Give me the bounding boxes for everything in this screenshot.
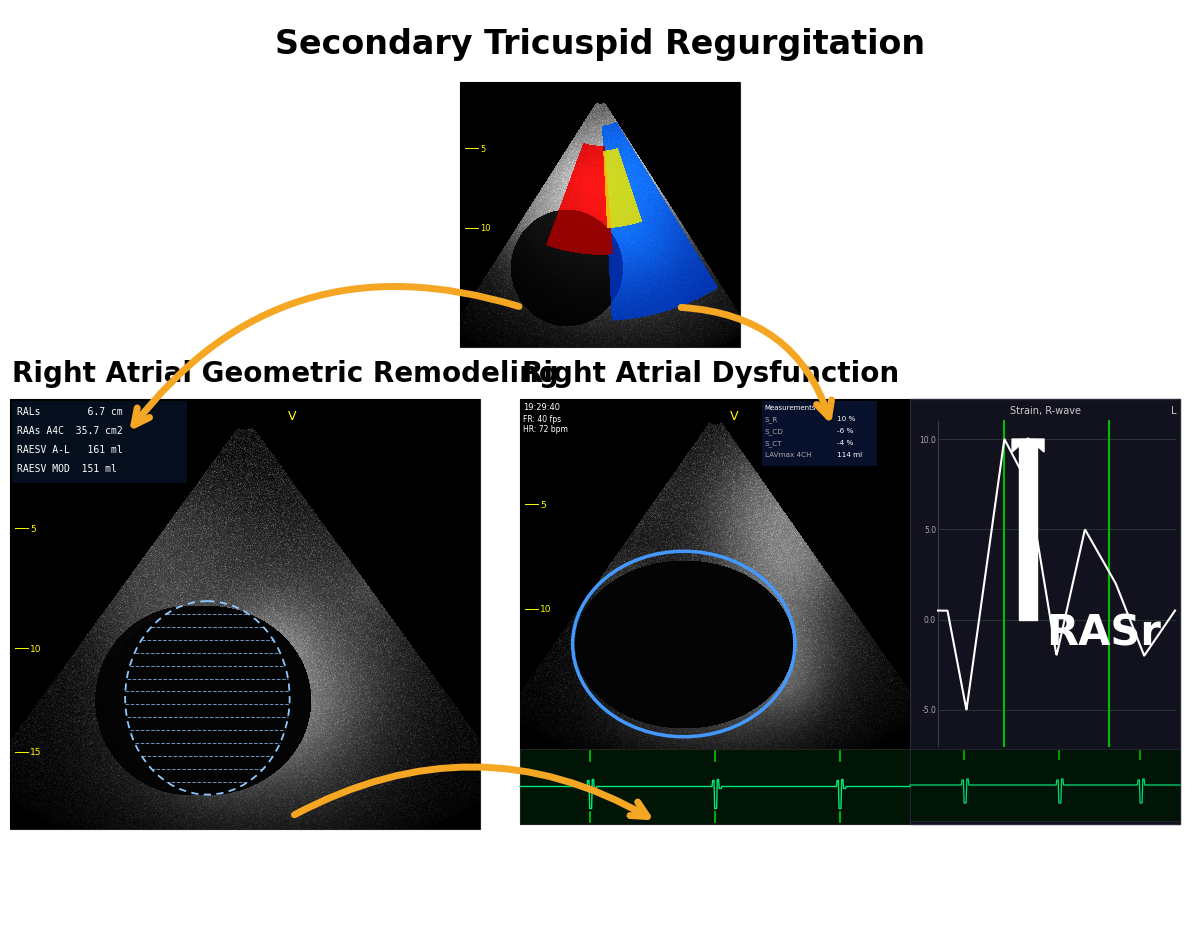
Text: HR: 72 bpm: HR: 72 bpm bbox=[523, 424, 568, 433]
Text: S_CT: S_CT bbox=[764, 440, 782, 446]
Text: 10: 10 bbox=[540, 605, 552, 613]
Text: RAAs A4C  35.7 cm2: RAAs A4C 35.7 cm2 bbox=[17, 426, 122, 435]
Bar bbox=[520, 400, 910, 749]
Text: RAESV A-L   161 ml: RAESV A-L 161 ml bbox=[17, 445, 122, 455]
Text: 10 %: 10 % bbox=[836, 416, 856, 421]
Text: 5.0: 5.0 bbox=[924, 525, 936, 535]
Text: S_CD: S_CD bbox=[764, 428, 784, 434]
Text: RASr: RASr bbox=[1046, 612, 1160, 654]
Text: RALs        6.7 cm: RALs 6.7 cm bbox=[17, 406, 122, 417]
Text: Strain, R-wave: Strain, R-wave bbox=[1009, 406, 1080, 416]
Text: 5: 5 bbox=[480, 145, 485, 154]
Text: -6 %: -6 % bbox=[836, 428, 853, 433]
Text: S_R: S_R bbox=[764, 416, 778, 422]
Text: 15: 15 bbox=[30, 747, 42, 756]
Text: 19:29:40: 19:29:40 bbox=[523, 403, 560, 411]
Bar bbox=[910, 400, 1180, 824]
Text: Right Atrial Geometric Remodeling: Right Atrial Geometric Remodeling bbox=[12, 360, 559, 388]
Text: 5: 5 bbox=[540, 500, 546, 509]
Text: L: L bbox=[1170, 406, 1176, 416]
Bar bbox=[12, 402, 187, 483]
Text: 10.0: 10.0 bbox=[919, 435, 936, 445]
Text: Measurements: Measurements bbox=[764, 405, 816, 410]
Text: -4 %: -4 % bbox=[836, 440, 853, 445]
Bar bbox=[10, 400, 480, 829]
Text: FR: 40 fps: FR: 40 fps bbox=[523, 415, 562, 423]
Bar bbox=[460, 83, 740, 348]
Text: Secondary Tricuspid Regurgitation: Secondary Tricuspid Regurgitation bbox=[275, 28, 925, 61]
Text: LAVmax 4CH: LAVmax 4CH bbox=[764, 452, 811, 458]
Text: Right Atrial Dysfunction: Right Atrial Dysfunction bbox=[522, 360, 899, 388]
Text: -5.0: -5.0 bbox=[922, 705, 936, 715]
Bar bbox=[910, 749, 1180, 821]
Text: 5: 5 bbox=[30, 524, 36, 533]
Text: V: V bbox=[288, 409, 296, 422]
Text: 114 ml: 114 ml bbox=[836, 452, 862, 458]
Text: 10: 10 bbox=[480, 224, 491, 233]
Text: RAESV MOD  151 ml: RAESV MOD 151 ml bbox=[17, 463, 116, 473]
Text: 10: 10 bbox=[30, 644, 42, 653]
Bar bbox=[762, 402, 877, 467]
Bar bbox=[520, 749, 910, 824]
Text: 0.0: 0.0 bbox=[924, 615, 936, 625]
Text: V: V bbox=[731, 409, 739, 422]
FancyArrow shape bbox=[1012, 439, 1044, 453]
